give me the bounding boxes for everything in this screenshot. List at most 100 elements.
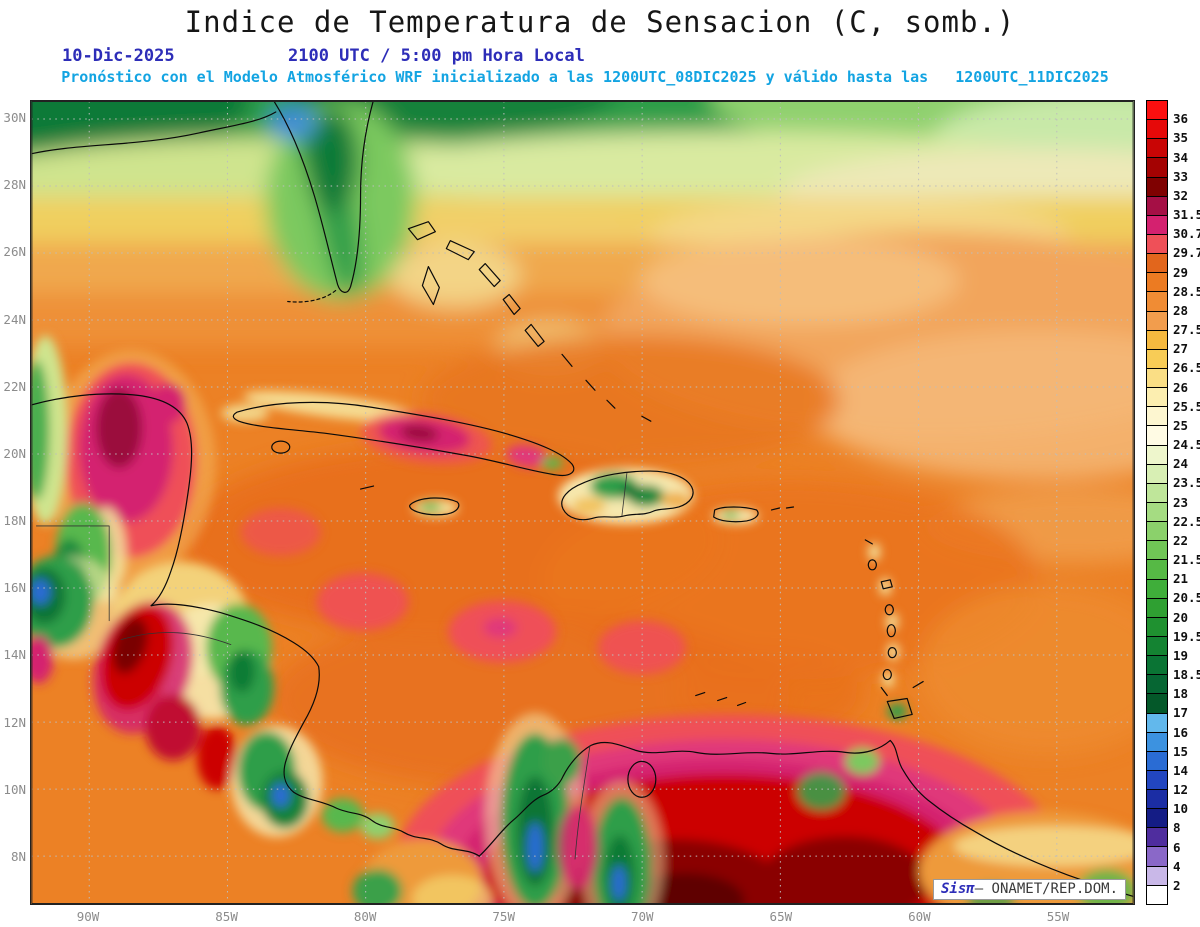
- legend-cell: [1147, 368, 1167, 389]
- lat-tick-label: 30N: [3, 110, 26, 125]
- chart-title: Indice de Temperatura de Sensacion (C, s…: [184, 5, 1016, 39]
- legend-tick-label: 27: [1173, 341, 1189, 357]
- legend-tick-label: 23.5: [1173, 475, 1200, 491]
- legend-cell: [1147, 158, 1167, 178]
- legend-cell: [1147, 177, 1167, 197]
- lat-tick-label: 18N: [3, 513, 26, 529]
- legend-cell: [1147, 273, 1167, 293]
- legend-cell: [1147, 694, 1167, 714]
- legend-cell: [1147, 196, 1167, 216]
- legend-cell: [1147, 885, 1167, 904]
- legend-cell: [1147, 866, 1167, 886]
- legend-tick-label: 21.5: [1173, 552, 1200, 567]
- bahamas-islands: [407, 221, 436, 241]
- map-area: Sisπ– ONAMET/REP.DOM.: [30, 100, 1135, 905]
- legend-tick-label: 20: [1173, 609, 1189, 625]
- valid-date-label: 10-Dic-2025: [62, 46, 175, 66]
- abc-islands: [695, 691, 706, 697]
- hispaniola-coastline: [561, 470, 694, 521]
- legend-tick-label: 16: [1173, 724, 1189, 740]
- legend-tick-label: 26.5: [1173, 360, 1200, 376]
- legend-tick-label: 30.7: [1173, 226, 1200, 242]
- lon-tick-label: 75W: [492, 909, 515, 924]
- legend-cell: [1147, 464, 1167, 484]
- legend-cell: [1147, 560, 1167, 580]
- legend-cell: [1147, 522, 1167, 542]
- lat-tick-label: 20N: [3, 445, 26, 461]
- puerto-rico-coastline: [713, 506, 759, 523]
- legend-tick-label: 8: [1173, 820, 1181, 836]
- legend-cell: [1147, 732, 1167, 752]
- lon-tick-label: 80W: [353, 909, 377, 924]
- lat-tick-label: 8N: [10, 848, 26, 864]
- map-border: [31, 101, 1134, 904]
- legend-cell: [1147, 675, 1167, 695]
- watermark: Sisπ– ONAMET/REP.DOM.: [932, 879, 1126, 900]
- legend-tick-label: 27.5: [1173, 322, 1200, 337]
- heat-index-map: [31, 101, 1134, 904]
- lon-tick-label: 90W: [76, 909, 100, 924]
- lat-tick-label: 28N: [3, 177, 26, 193]
- legend-tick-label: 22: [1173, 532, 1189, 548]
- legend-tick-label: 35: [1173, 130, 1189, 146]
- legend-cell: [1147, 215, 1167, 235]
- legend-cell: [1147, 656, 1167, 676]
- lat-tick-label: 26N: [3, 244, 26, 260]
- legend-cell: [1147, 598, 1167, 618]
- hot-and-cool-spots: [31, 335, 1134, 904]
- legend-cell: [1147, 101, 1167, 121]
- legend-tick-label: 12: [1173, 782, 1189, 797]
- legend-tick-label: 19: [1173, 647, 1189, 663]
- legend-tick-label: 18.5: [1173, 667, 1200, 682]
- legend-cell: [1147, 311, 1167, 331]
- valid-time-label: 2100 UTC / 5:00 pm Hora Local: [288, 46, 585, 66]
- legend-tick-label: 32: [1173, 187, 1189, 203]
- legend-cell: [1147, 617, 1167, 637]
- lon-tick-label: 65W: [769, 909, 793, 924]
- legend-tick-label: 6: [1173, 839, 1181, 855]
- legend-cell: [1147, 388, 1167, 408]
- legend-tick-label: 18: [1173, 686, 1189, 702]
- lat-tick-label: 22N: [3, 378, 26, 394]
- watermark-brand: Sisπ: [940, 881, 975, 897]
- legend-tick-label: 19.5: [1173, 628, 1200, 644]
- legend-tick-label: 10: [1173, 801, 1189, 817]
- legend-tick-label: 25: [1173, 417, 1189, 433]
- cayman-islands: [359, 485, 375, 490]
- lake-maracaibo: [627, 760, 657, 798]
- legend-tick-label: 29.7: [1173, 245, 1200, 261]
- cuba-coastline: [232, 401, 575, 477]
- legend-cell: [1147, 541, 1167, 561]
- legend-tick-label: 24: [1173, 456, 1189, 472]
- legend-tick-label: 33: [1173, 168, 1189, 184]
- legend-tick-label: 25.5: [1173, 398, 1200, 414]
- legend-tick-label: 22.5: [1173, 513, 1200, 529]
- legend-cell: [1147, 139, 1167, 159]
- legend-colorbar: 36 35 34 33 32 31.5 30.7 29.7 29 28.5 28 27.5 27 26.5…: [1146, 100, 1200, 905]
- legend-cell: [1147, 636, 1167, 657]
- legend-tick-label: 28: [1173, 302, 1189, 318]
- legend-tick-label: 24.5: [1173, 437, 1200, 452]
- south-america-coastline: [478, 739, 1134, 898]
- haiti-dr-border: [621, 472, 628, 517]
- lon-tick-label: 55W: [1046, 909, 1070, 924]
- legend-cell: [1147, 751, 1167, 771]
- lesser-antilles: [864, 539, 873, 545]
- legend-cell: [1147, 330, 1167, 350]
- legend-tick-label: 2: [1173, 877, 1181, 893]
- legend-tick-label: 34: [1173, 149, 1189, 165]
- legend-cell: [1147, 292, 1167, 312]
- legend-cell: [1147, 254, 1167, 274]
- lon-tick-label: 60W: [908, 909, 931, 924]
- legend-cell: [1147, 847, 1167, 867]
- jamaica-coastline: [409, 497, 460, 516]
- lon-tick-label: 70W: [630, 909, 654, 924]
- gulf-coastline: [31, 111, 277, 155]
- legend-cell: [1147, 770, 1167, 791]
- temperature-field: [31, 101, 1134, 790]
- legend-cell: [1147, 234, 1167, 255]
- trinidad-coastline: [886, 697, 913, 720]
- colombia-venezuela-border: [574, 744, 591, 860]
- legend-tick-label: 20.5: [1173, 590, 1200, 606]
- legend-tick-label: 17: [1173, 705, 1189, 721]
